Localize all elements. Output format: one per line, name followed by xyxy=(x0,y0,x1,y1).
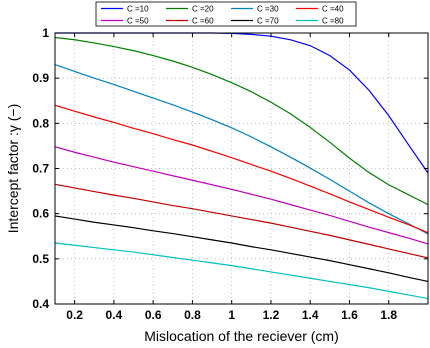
series-lines xyxy=(54,32,429,300)
x-ticks: 0.2 0.4 0.6 0.8 1 1.2 1.4 1.6 1.8 xyxy=(66,33,397,322)
x-tick-label: 0.8 xyxy=(184,308,201,322)
legend-label: C =70 xyxy=(257,17,279,26)
y-tick-label: 0.4 xyxy=(32,297,49,311)
legend-item: C =50 xyxy=(101,17,149,26)
x-tick-label: 1.6 xyxy=(341,308,358,322)
legend-label: C =60 xyxy=(192,17,214,26)
x-tick-label: 1.8 xyxy=(380,308,397,322)
y-tick-label: 0.7 xyxy=(32,162,49,176)
series-line-c50 xyxy=(54,146,429,245)
legend-item: C =40 xyxy=(296,5,344,14)
y-tick-label: 0.6 xyxy=(32,207,49,221)
legend-item: C =80 xyxy=(296,17,344,26)
legend-item: C =60 xyxy=(166,17,214,26)
y-axis-title: Intercept factor :γ (−) xyxy=(5,104,21,234)
legend-label: C =30 xyxy=(257,5,279,14)
x-tick-label: 0.6 xyxy=(145,308,162,322)
plot-frame xyxy=(54,32,429,305)
legend-label: C =80 xyxy=(322,17,344,26)
legend-label: C =40 xyxy=(322,5,344,14)
x-tick-label: 1.4 xyxy=(302,308,319,322)
series-line-c40 xyxy=(54,104,429,234)
legend-item: C =20 xyxy=(166,5,214,14)
x-tick-label: 1 xyxy=(228,308,235,322)
y-tick-label: 0.5 xyxy=(32,252,49,266)
series-line-c30 xyxy=(54,64,429,235)
series-line-c20 xyxy=(54,36,429,206)
series-line-c10 xyxy=(55,32,429,174)
x-tick-label: 1.2 xyxy=(263,308,280,322)
grid xyxy=(55,32,428,305)
series-line-c60 xyxy=(54,183,429,259)
y-tick-label: 0.9 xyxy=(32,71,49,85)
y-tick-label: 0.8 xyxy=(32,116,49,130)
x-axis-title: Mislocation of the reciever (cm) xyxy=(144,328,339,344)
legend-item: C =30 xyxy=(231,5,279,14)
legend-item: C =70 xyxy=(231,17,279,26)
legend-label: C =10 xyxy=(127,5,149,14)
legend-box xyxy=(95,1,357,27)
legend-label: C =50 xyxy=(127,17,149,26)
series-line-c80 xyxy=(54,242,429,300)
y-ticks: 0.4 0.5 0.6 0.7 0.8 0.9 1 xyxy=(32,26,428,311)
legend: C =10 C =20 C =30 C =40 C =50 C =60 C =70 C =80 xyxy=(95,1,357,27)
legend-item: C =10 xyxy=(101,5,149,14)
y-tick-label: 1 xyxy=(42,26,49,40)
legend-label: C =20 xyxy=(192,5,214,14)
series-line-c70 xyxy=(54,215,429,283)
x-tick-label: 0.4 xyxy=(106,308,123,322)
x-tick-label: 0.2 xyxy=(66,308,83,322)
